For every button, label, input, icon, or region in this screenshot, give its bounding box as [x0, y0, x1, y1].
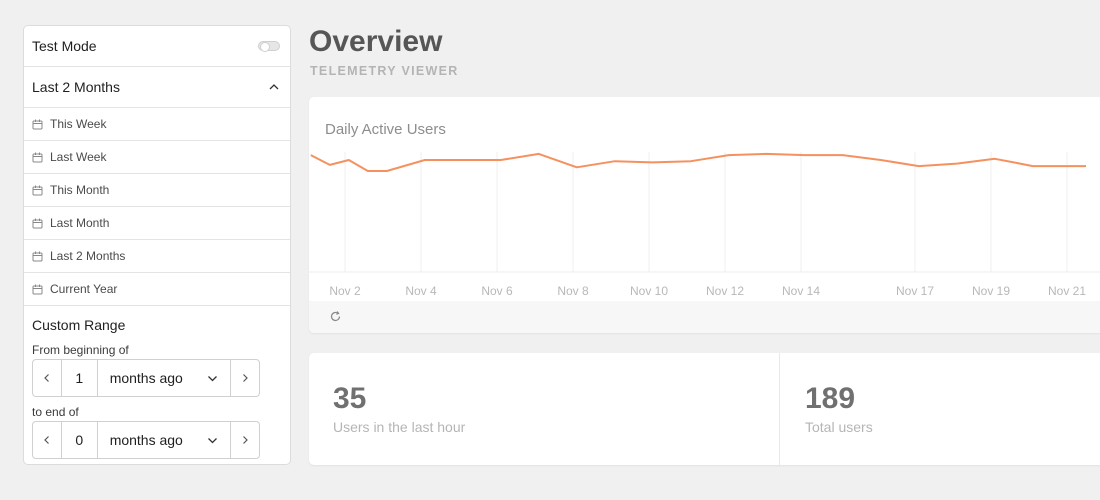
preset-label: This Month: [50, 183, 110, 197]
chevron-down-icon: [208, 375, 218, 381]
x-tick-label: Nov 21: [1048, 284, 1086, 298]
preset-label: Current Year: [50, 282, 118, 296]
x-tick-label: Nov 12: [706, 284, 744, 298]
preset-last-month[interactable]: Last Month: [24, 207, 290, 240]
chevron-right-icon: [243, 436, 248, 444]
refresh-icon[interactable]: [329, 310, 342, 323]
chevron-down-icon: [208, 437, 218, 443]
preset-label: Last Month: [50, 216, 110, 230]
test-mode-toggle[interactable]: [258, 41, 280, 52]
preset-label: This Week: [50, 117, 107, 131]
calendar-icon: [32, 152, 43, 162]
to-value-input[interactable]: 0: [60, 422, 98, 458]
x-tick-label: Nov 14: [782, 284, 820, 298]
preset-last-week[interactable]: Last Week: [24, 141, 290, 174]
chart-title: Daily Active Users: [325, 121, 446, 138]
chevron-right-icon: [243, 374, 248, 382]
preset-label: Last 2 Months: [50, 249, 126, 263]
calendar-icon: [32, 284, 43, 294]
selected-range-label: Last 2 Months: [32, 79, 120, 95]
x-tick-label: Nov 8: [557, 284, 589, 298]
total-users-value: 189: [805, 382, 856, 415]
stat-divider: [779, 353, 780, 465]
x-tick-label: Nov 10: [630, 284, 668, 298]
total-users-label: Total users: [805, 419, 873, 435]
from-increment-button[interactable]: [231, 360, 259, 396]
x-tick-label: Nov 19: [972, 284, 1010, 298]
chevron-left-icon: [44, 374, 49, 382]
to-decrement-button[interactable]: [33, 422, 61, 458]
from-label: From beginning of: [32, 343, 129, 357]
preset-this-week[interactable]: This Week: [24, 108, 290, 141]
to-label: to end of: [32, 405, 79, 419]
chevron-left-icon: [44, 436, 49, 444]
series-line: [310, 152, 1086, 172]
calendar-icon: [32, 119, 43, 129]
from-stepper: 1 months ago: [32, 359, 260, 397]
x-tick-label: Nov 2: [329, 284, 361, 298]
users-last-hour-value: 35: [333, 382, 367, 415]
calendar-icon: [32, 251, 43, 261]
to-increment-button[interactable]: [231, 422, 259, 458]
custom-range-title: Custom Range: [32, 317, 126, 333]
calendar-icon: [32, 218, 43, 228]
to-stepper: 0 months ago: [32, 421, 260, 459]
to-unit-select[interactable]: months ago: [98, 422, 232, 458]
chart-footer: [309, 301, 1100, 333]
from-unit-select[interactable]: months ago: [98, 360, 232, 396]
custom-range-section: Custom Range From beginning of 1 months …: [24, 306, 290, 459]
preset-current-year[interactable]: Current Year: [24, 273, 290, 306]
stats-card: 35 Users in the last hour 189 Total user…: [309, 353, 1100, 465]
preset-label: Last Week: [50, 150, 107, 164]
chevron-up-icon[interactable]: [268, 81, 280, 93]
test-mode-label: Test Mode: [32, 38, 97, 54]
x-tick-label: Nov 17: [896, 284, 934, 298]
page-title: Overview: [309, 25, 443, 58]
preset-list: This Week Last Week This Month Last Mont…: [24, 108, 290, 306]
test-mode-row[interactable]: Test Mode: [24, 26, 290, 67]
range-dropdown-header[interactable]: Last 2 Months: [24, 67, 290, 108]
x-tick-label: Nov 6: [481, 284, 513, 298]
preset-this-month[interactable]: This Month: [24, 174, 290, 207]
from-unit-label: months ago: [109, 370, 183, 386]
from-decrement-button[interactable]: [33, 360, 61, 396]
calendar-icon: [32, 185, 43, 195]
page-subtitle: TELEMETRY VIEWER: [310, 64, 459, 78]
to-unit-label: months ago: [109, 432, 183, 448]
from-value-input[interactable]: 1: [60, 360, 98, 396]
daily-active-users-chart: Nov 2 Nov 4 Nov 6 Nov 8 Nov 10 Nov 12 Nov 14 No…: [309, 152, 1100, 298]
users-last-hour-label: Users in the last hour: [333, 419, 466, 435]
time-range-sidebar: Test Mode Last 2 Months This Week Last W…: [23, 25, 291, 465]
x-tick-label: Nov 4: [405, 284, 437, 298]
preset-last-2-months[interactable]: Last 2 Months: [24, 240, 290, 273]
